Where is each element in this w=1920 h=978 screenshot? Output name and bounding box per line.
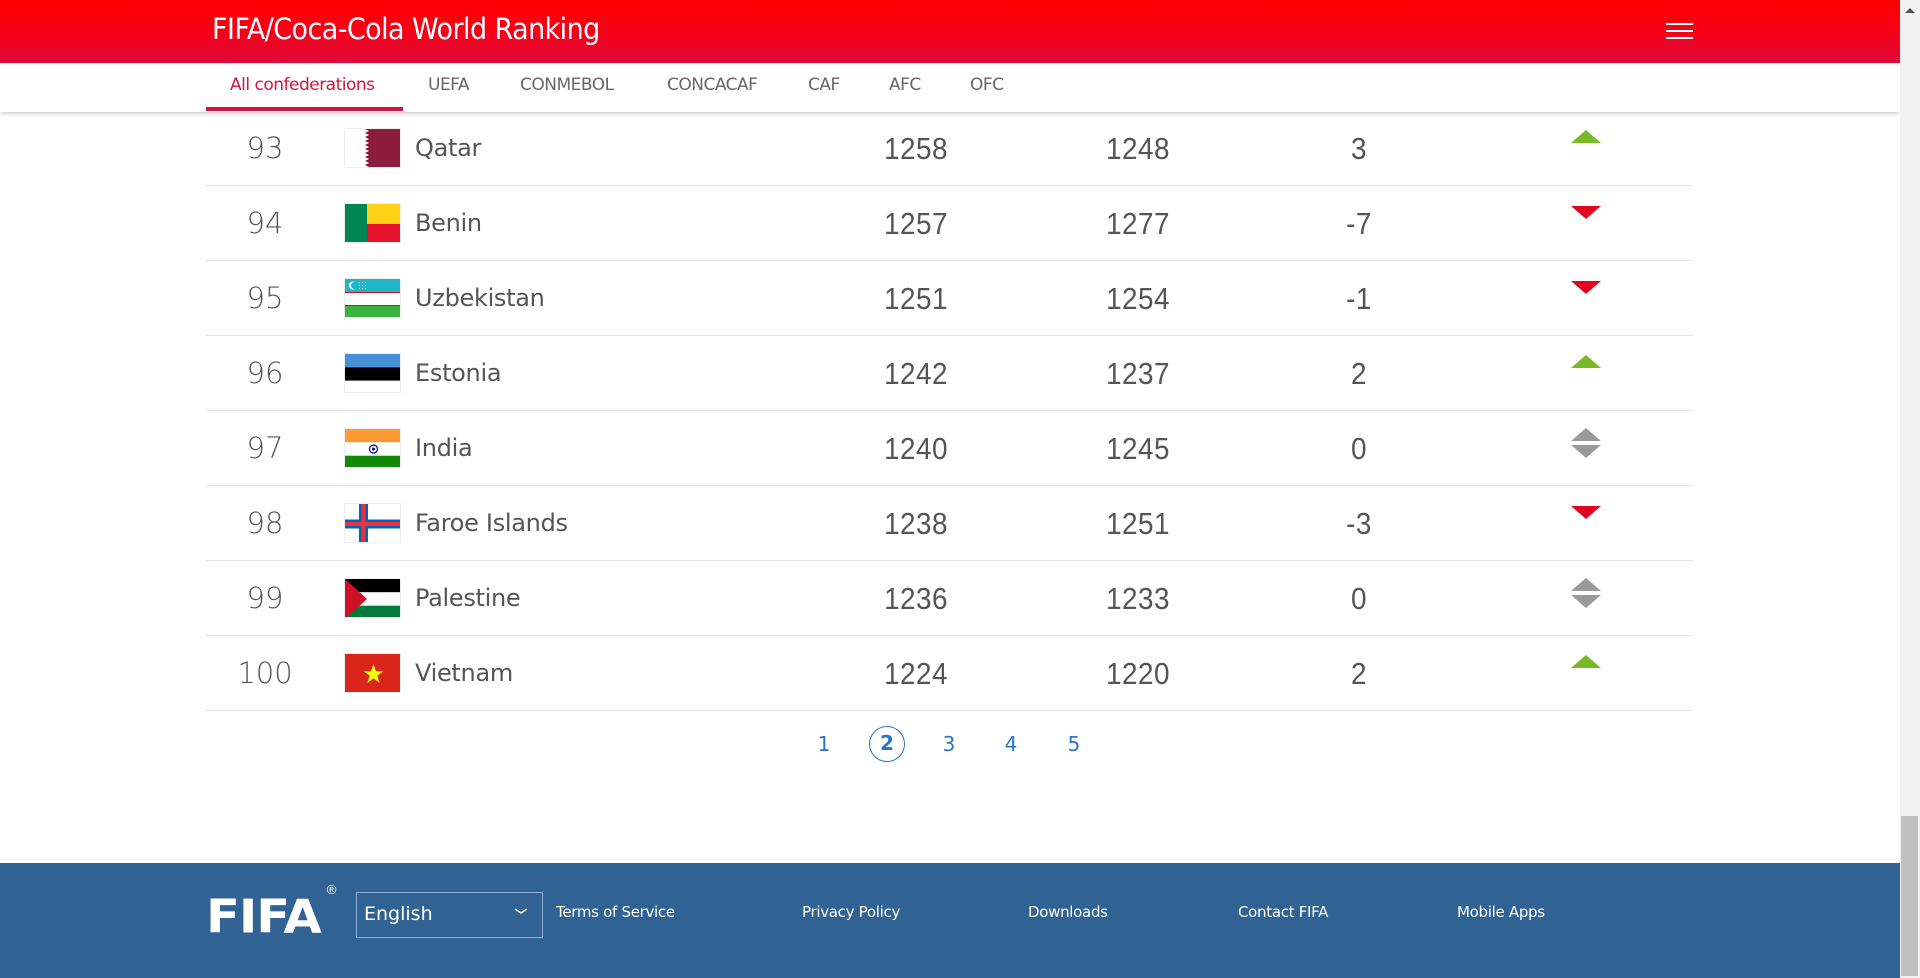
estonia-flag-icon — [344, 353, 401, 393]
page-title: FIFA/Coca-Cola World Ranking — [212, 12, 600, 46]
previous-points: 1251 — [1106, 506, 1170, 541]
previous-points: 1220 — [1106, 656, 1170, 691]
rank-change: -7 — [1346, 206, 1372, 241]
tab-afc[interactable]: AFC — [889, 75, 921, 95]
rank-change: -3 — [1346, 506, 1372, 541]
country-name[interactable]: Qatar — [415, 134, 482, 162]
vertical-scrollbar[interactable] — [1900, 0, 1920, 978]
rank: 95 — [246, 281, 284, 315]
fifa-logo[interactable]: FIFA ® — [206, 883, 338, 939]
country-name[interactable]: Benin — [415, 209, 482, 237]
rank-change: 2 — [1351, 656, 1367, 691]
table-row[interactable]: 96 Estonia 1242 1237 2 — [206, 336, 1693, 411]
palestine-flag-icon — [344, 578, 401, 618]
tab-conmebol[interactable]: CONMEBOL — [520, 75, 614, 95]
country-name[interactable]: India — [415, 434, 473, 462]
country-name[interactable]: Uzbekistan — [415, 284, 545, 312]
total-points: 1257 — [884, 206, 948, 241]
country-name[interactable]: Faroe Islands — [415, 509, 568, 537]
confederation-tabs: All confederations UEFA CONMEBOL CONCACA… — [0, 63, 1900, 112]
footer: FIFA ® English Terms of Service Privacy P… — [0, 863, 1900, 978]
rank-change: 0 — [1351, 581, 1367, 616]
total-points: 1238 — [884, 506, 948, 541]
previous-points: 1254 — [1106, 281, 1170, 316]
language-select[interactable]: English — [356, 892, 543, 938]
trend-up-icon — [1571, 336, 1601, 411]
active-tab-underline — [206, 107, 403, 111]
rank-change: 0 — [1351, 431, 1367, 466]
tab-caf[interactable]: CAF — [808, 75, 840, 95]
country-name[interactable]: Estonia — [415, 359, 502, 387]
table-row[interactable]: 98 Faroe Islands 1238 1251 -3 — [206, 486, 1693, 561]
total-points: 1236 — [884, 581, 948, 616]
rank: 99 — [246, 581, 284, 615]
contact-fifa-link[interactable]: Contact FIFA — [1238, 903, 1329, 921]
rank-change: -1 — [1346, 281, 1372, 316]
previous-points: 1233 — [1106, 581, 1170, 616]
trend-down-icon — [1571, 261, 1601, 336]
previous-points: 1237 — [1106, 356, 1170, 391]
faroe-islands-flag-icon — [344, 503, 401, 543]
rank: 97 — [246, 431, 284, 465]
trend-down-icon — [1571, 186, 1601, 261]
trend-unchanged-icon — [1571, 561, 1601, 636]
hamburger-menu-icon[interactable] — [1666, 22, 1693, 41]
rank: 98 — [246, 506, 284, 540]
mobile-apps-link[interactable]: Mobile Apps — [1457, 903, 1545, 921]
total-points: 1251 — [884, 281, 948, 316]
rank: 100 — [237, 656, 293, 690]
rank: 93 — [246, 131, 284, 165]
table-row[interactable]: 93 Qatar 1258 1248 3 — [206, 111, 1693, 186]
qatar-flag-icon — [344, 128, 401, 168]
total-points: 1242 — [884, 356, 948, 391]
page-5-link[interactable]: 5 — [1067, 732, 1081, 756]
terms-of-service-link[interactable]: Terms of Service — [556, 903, 675, 921]
table-row[interactable]: 99 Palestine 1236 1233 0 — [206, 561, 1693, 636]
previous-points: 1248 — [1106, 131, 1170, 166]
trend-unchanged-icon — [1571, 411, 1601, 486]
table-row[interactable]: 95 Uzbekistan 1251 — [206, 261, 1693, 336]
downloads-link[interactable]: Downloads — [1028, 903, 1108, 921]
top-header: FIFA/Coca-Cola World Ranking — [0, 0, 1900, 63]
registered-mark: ® — [325, 883, 338, 897]
scroll-up-arrow-icon[interactable] — [1905, 8, 1915, 13]
rank: 96 — [246, 356, 284, 390]
uzbekistan-flag-icon — [344, 278, 401, 318]
total-points: 1240 — [884, 431, 948, 466]
table-row[interactable]: 100 Vietnam 1224 1220 2 — [206, 636, 1693, 711]
previous-points: 1277 — [1106, 206, 1170, 241]
fifa-logo-text: FIFA — [206, 889, 322, 944]
page-2-link-current[interactable]: 2 — [869, 726, 905, 762]
india-flag-icon — [344, 428, 401, 468]
rank-change: 3 — [1351, 131, 1367, 166]
privacy-policy-link[interactable]: Privacy Policy — [802, 903, 901, 921]
previous-points: 1245 — [1106, 431, 1170, 466]
benin-flag-icon — [344, 203, 401, 243]
table-row[interactable]: 97 India 1240 1245 0 — [206, 411, 1693, 486]
scroll-thumb[interactable] — [1901, 816, 1918, 976]
trend-up-icon — [1571, 111, 1601, 186]
rank-change: 2 — [1351, 356, 1367, 391]
chevron-down-icon — [514, 908, 528, 914]
page-3-link[interactable]: 3 — [942, 732, 956, 756]
language-value: English — [364, 903, 433, 925]
country-name[interactable]: Palestine — [415, 584, 521, 612]
trend-down-icon — [1571, 486, 1601, 561]
ranking-table: 93 Qatar 1258 1248 3 94 — [206, 111, 1693, 711]
tab-concacaf[interactable]: CONCACAF — [667, 75, 758, 95]
tab-uefa[interactable]: UEFA — [428, 75, 470, 95]
tab-ofc[interactable]: OFC — [970, 75, 1004, 95]
total-points: 1258 — [884, 131, 948, 166]
trend-up-icon — [1571, 636, 1601, 711]
country-name[interactable]: Vietnam — [415, 659, 513, 687]
vietnam-flag-icon — [344, 653, 401, 693]
page-1-link[interactable]: 1 — [817, 732, 831, 756]
rank: 94 — [246, 206, 284, 240]
tab-all-confederations[interactable]: All confederations — [230, 75, 375, 95]
table-row[interactable]: 94 Benin 1257 1277 -7 — [206, 186, 1693, 261]
pagination: 1 2 3 4 5 — [0, 726, 1900, 766]
page-4-link[interactable]: 4 — [1004, 732, 1018, 756]
total-points: 1224 — [884, 656, 948, 691]
